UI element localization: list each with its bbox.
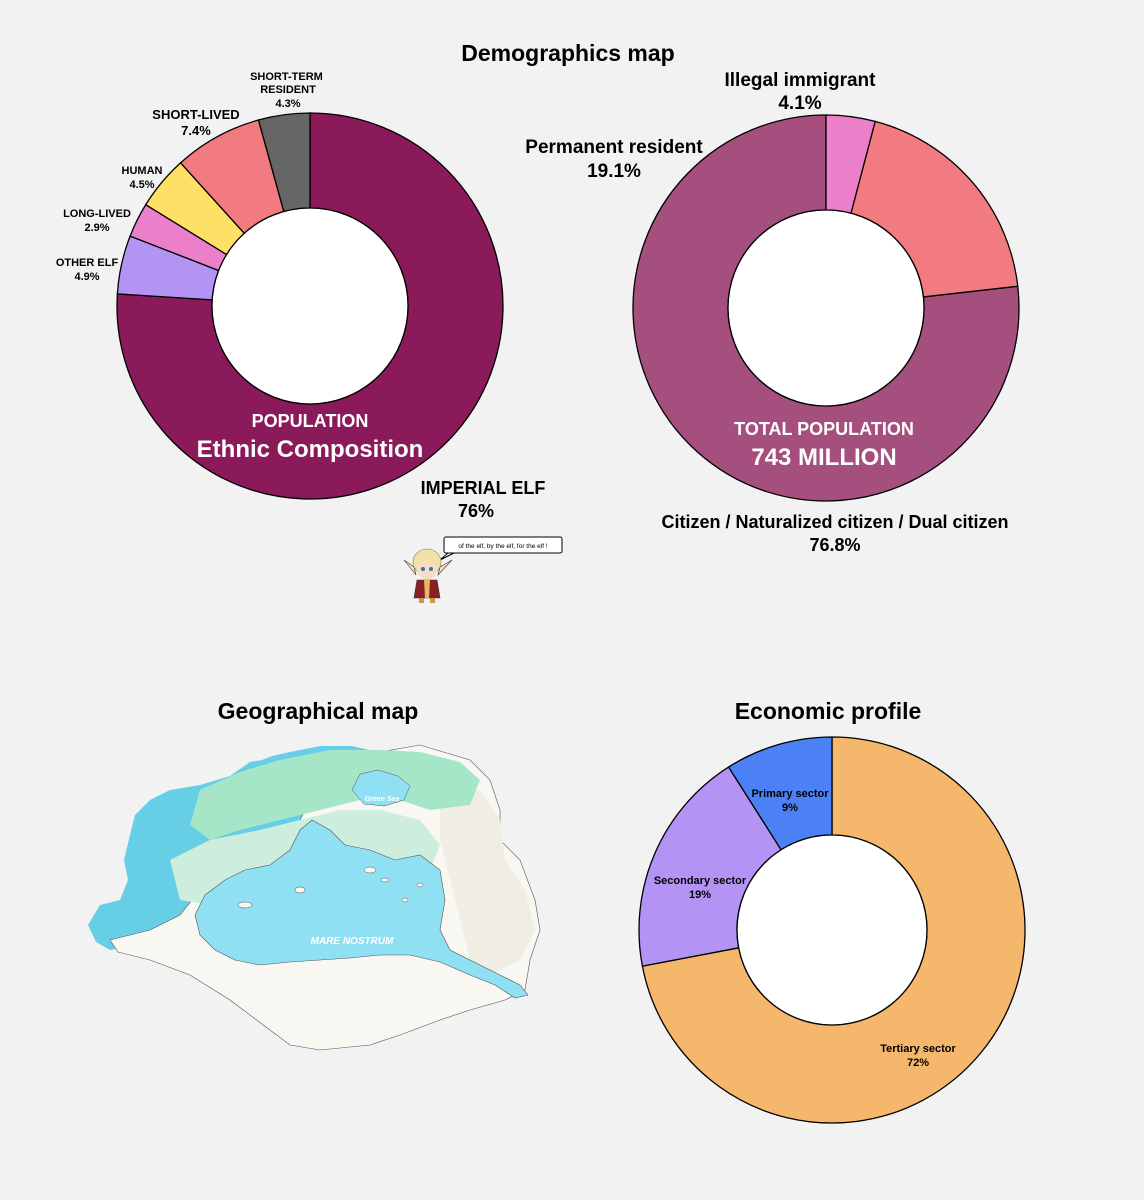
- donut-hole: [727, 209, 925, 407]
- ethnic-center-line2: Ethnic Composition: [197, 436, 424, 463]
- ethnic-label-short-term-resident: SHORT-TERM RESIDENT: [250, 71, 326, 96]
- econ-title: Economic profile: [735, 698, 922, 724]
- green-sea: [351, 769, 411, 807]
- speech-bubble: of the elf, by the elf, for the elf !: [439, 536, 563, 561]
- ethnic-composition-chart: [116, 112, 504, 500]
- residency-value-citizen: 76.8%: [809, 535, 860, 555]
- econ-value-primary: 9%: [782, 802, 798, 814]
- econ-value-tertiary: 72%: [907, 1057, 929, 1069]
- island: [237, 901, 253, 909]
- geographical-map: Green Sea MARE NOSTRUM: [88, 744, 541, 1051]
- eastern-desert: [440, 790, 535, 975]
- residency-value-illegal: 4.1%: [778, 93, 821, 114]
- island: [294, 886, 306, 894]
- donut-hole: [211, 207, 409, 405]
- econ-label-primary: Primary sector: [751, 788, 829, 800]
- ethnic-value-short-lived: 7.4%: [181, 123, 211, 138]
- residency-value-permanent: 19.1%: [587, 161, 641, 182]
- ethnic-value-short-term-resident: 4.3%: [275, 98, 300, 110]
- green-sea-label: Green Sea: [365, 796, 400, 803]
- ethnic-value-imperial-elf: 76%: [458, 501, 494, 521]
- ethnic-label-human: HUMAN: [122, 165, 163, 177]
- residency-center-line2: 743 MILLION: [751, 444, 896, 471]
- ethnic-label-long-lived: LONG-LIVED: [63, 208, 131, 220]
- geo-title: Geographical map: [218, 698, 419, 724]
- econ-label-secondary: Secondary sector: [654, 875, 747, 887]
- ethnic-label-imperial-elf: IMPERIAL ELF: [421, 478, 546, 498]
- mare-nostrum-label: MARE NOSTRUM: [311, 936, 394, 947]
- residency-center-line1: TOTAL POPULATION: [734, 419, 914, 439]
- ethnic-label-short-term-line1: SHORT-TERM: [250, 71, 323, 83]
- ethnic-label-short-term-line2: RESIDENT: [260, 84, 316, 96]
- residency-label-illegal: Illegal immigrant: [725, 70, 877, 91]
- ethnic-value-other-elf: 4.9%: [74, 271, 99, 283]
- islands: [237, 866, 424, 909]
- northern-forest: [190, 750, 480, 840]
- donut-hole: [736, 834, 928, 1026]
- economic-profile-chart: [638, 736, 1026, 1124]
- island: [401, 897, 409, 903]
- residency-chart: [632, 114, 1020, 502]
- island: [363, 866, 377, 874]
- ethnic-center-line1: POPULATION: [252, 411, 369, 431]
- island: [380, 877, 390, 883]
- residency-label-permanent: Permanent resident: [525, 137, 703, 158]
- mare-nostrum: [194, 819, 529, 999]
- ethnic-value-long-lived: 2.9%: [84, 222, 109, 234]
- ethnic-value-human: 4.5%: [129, 179, 154, 191]
- econ-label-tertiary: Tertiary sector: [880, 1043, 956, 1055]
- demographics-title: Demographics map: [461, 40, 674, 66]
- ethnic-label-short-lived: SHORT-LIVED: [152, 107, 239, 122]
- speech-bubble-text: of the elf, by the elf, for the elf !: [458, 543, 547, 550]
- residency-label-citizen: Citizen / Naturalized citizen / Dual cit…: [661, 512, 1008, 532]
- island: [416, 882, 424, 888]
- elf-mascot: of the elf, by the elf, for the elf !: [403, 536, 563, 603]
- ethnic-label-other-elf: OTHER ELF: [56, 257, 119, 269]
- econ-value-secondary: 19%: [689, 889, 711, 901]
